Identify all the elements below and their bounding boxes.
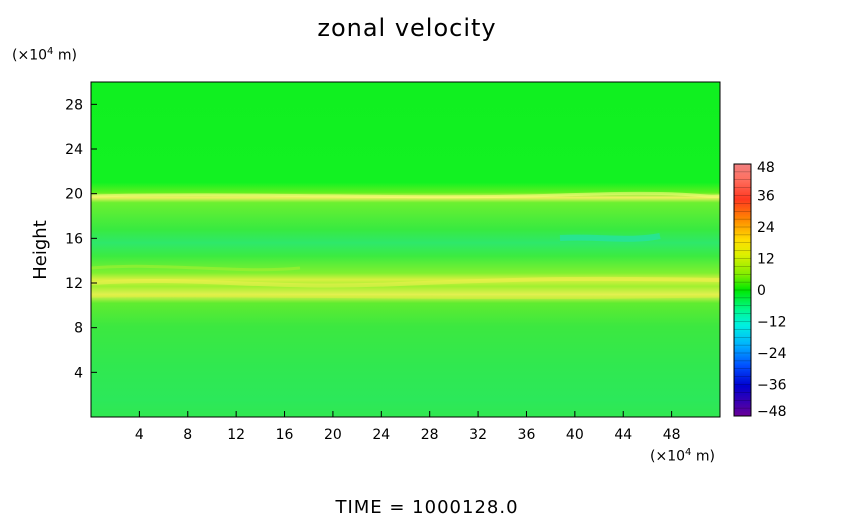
y-tick-label: 20 — [65, 187, 83, 203]
y-tick-label: 24 — [65, 142, 83, 158]
y-tick-label: 4 — [74, 365, 83, 381]
y-tick-label: 16 — [65, 231, 83, 247]
colorbar-tick-label: −36 — [757, 378, 787, 394]
colorbar-tick-label: 36 — [757, 189, 775, 205]
plot-frame — [90, 81, 721, 418]
x-tick-label: 24 — [372, 427, 390, 443]
colorbar-tick-label: 48 — [757, 160, 775, 176]
colorbar-tick-label: 0 — [757, 283, 766, 299]
x-axis-unit: (×104 m) — [650, 447, 715, 465]
colorbar-ticks: 48 36 24 12 0 −12 −24 −36 −48 — [757, 160, 787, 420]
x-tick-label: 16 — [276, 427, 294, 443]
field-texture — [90, 191, 721, 299]
x-tick-label: 44 — [614, 427, 632, 443]
x-tick-label: 32 — [469, 427, 487, 443]
y-tick-label: 12 — [65, 276, 83, 292]
x-tick-label: 20 — [324, 427, 342, 443]
y-tick-label: 8 — [74, 321, 83, 337]
y-tick-label: 28 — [65, 97, 83, 113]
y-axis-unit: (×104 m) — [12, 46, 77, 64]
y-axis-label: Height — [30, 220, 51, 280]
y-axis-ticks: 4 8 12 16 20 24 28 — [65, 97, 97, 381]
colorbar-tick-label: −12 — [757, 315, 787, 331]
x-tick-label: 8 — [183, 427, 192, 443]
x-tick-label: 12 — [227, 427, 245, 443]
chart-title: zonal velocity — [317, 14, 497, 42]
colorbar-tick-label: 24 — [757, 220, 775, 236]
colorbar-tick-label: −48 — [757, 404, 787, 420]
x-tick-label: 40 — [566, 427, 584, 443]
x-axis-ticks: 4 8 12 16 20 24 28 32 36 40 44 48 — [135, 411, 681, 443]
x-tick-label: 36 — [518, 427, 536, 443]
colorbar-tick-label: 12 — [757, 252, 775, 268]
x-tick-label: 4 — [135, 427, 144, 443]
x-tick-label: 48 — [663, 427, 681, 443]
colorbar-lines — [734, 171, 751, 409]
velocity-field — [91, 82, 720, 417]
x-tick-label: 28 — [421, 427, 439, 443]
colorbar-tick-label: −24 — [757, 346, 787, 362]
time-label: TIME = 1000128.0 — [335, 497, 519, 518]
